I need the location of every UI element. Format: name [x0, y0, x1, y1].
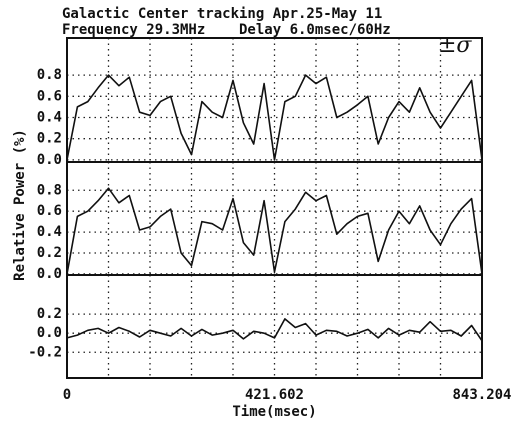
x-tick-label: 0 — [63, 387, 71, 403]
data-line — [66, 318, 483, 342]
y-tick-label: -0.2 — [28, 344, 62, 360]
data-line — [66, 187, 483, 275]
y-tick-label: 0.8 — [37, 67, 62, 83]
y-tick-label: 0.0 — [37, 325, 62, 341]
x-tick-label: 421.602 — [245, 387, 304, 403]
annotation: ±σ — [438, 33, 472, 58]
chart-title: Galactic Center tracking Apr.25-May 11 — [62, 6, 382, 22]
y-tick-label: 0.0 — [37, 152, 62, 168]
x-tick-label: 843.204 — [452, 387, 511, 403]
y-tick-label: 0.6 — [37, 203, 62, 219]
y-tick-label: 0.6 — [37, 88, 62, 104]
data-line — [66, 74, 483, 161]
y-axis-label: Relative Power (%) — [12, 129, 28, 281]
y-tick-label: 0.4 — [37, 109, 62, 125]
y-tick-label: 0.2 — [37, 131, 62, 147]
chart-subtitle: Frequency 29.3MHz Delay 6.0msec/60Hz — [62, 22, 391, 38]
y-tick-label: 0.8 — [37, 182, 62, 198]
y-tick-label: 0.0 — [37, 266, 62, 282]
y-tick-label: 0.2 — [37, 306, 62, 322]
panel-frame — [66, 274, 483, 379]
x-axis-label: Time(msec) — [232, 404, 316, 420]
y-tick-label: 0.4 — [37, 224, 62, 240]
y-tick-label: 0.2 — [37, 245, 62, 261]
